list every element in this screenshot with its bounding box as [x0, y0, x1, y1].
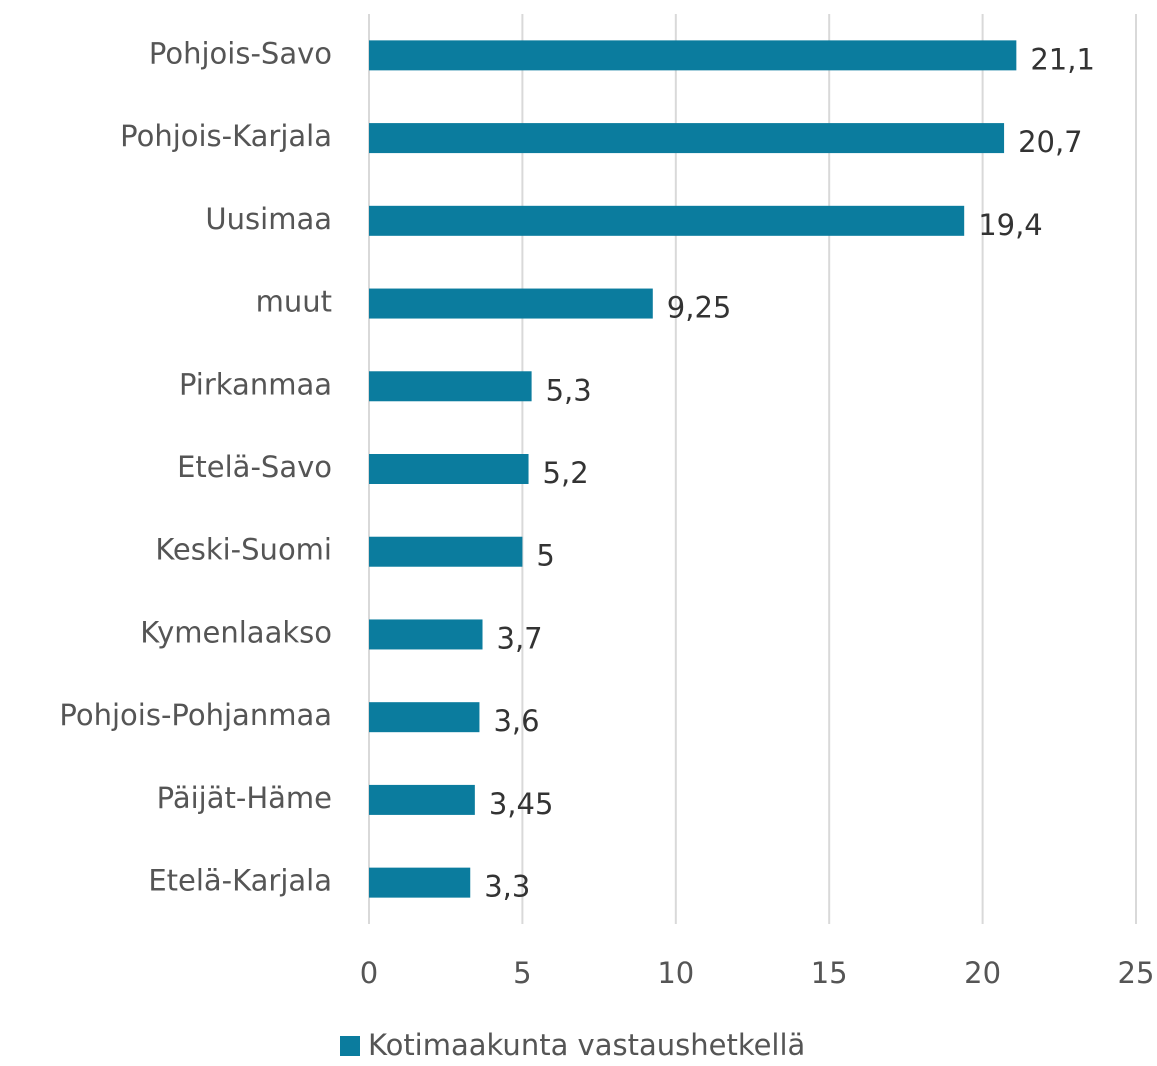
y-tick-label: Päijät-Häme — [157, 781, 332, 815]
value-label: 3,3 — [484, 870, 530, 904]
bar — [369, 288, 653, 319]
bar — [369, 619, 483, 650]
bar — [369, 867, 471, 898]
value-label: 19,4 — [978, 208, 1043, 242]
y-tick-label: Pirkanmaa — [179, 367, 332, 401]
bar — [369, 40, 1017, 71]
y-tick-label: muut — [256, 285, 332, 319]
y-tick-label: Kymenlaakso — [140, 615, 332, 649]
bar — [369, 784, 475, 815]
value-label: 5,3 — [546, 373, 592, 407]
y-tick-label: Pohjois-Karjala — [120, 119, 332, 153]
y-tick-label: Etelä-Karjala — [148, 864, 332, 898]
value-label: 9,25 — [667, 291, 732, 325]
bar — [369, 536, 523, 567]
x-tick-label: 25 — [1118, 956, 1155, 990]
x-tick-label: 5 — [513, 956, 531, 990]
legend-swatch — [340, 1036, 360, 1056]
value-label: 20,7 — [1018, 125, 1083, 159]
x-tick-label: 15 — [811, 956, 848, 990]
bar — [369, 454, 529, 484]
x-tick-label: 20 — [964, 956, 1001, 990]
x-tick-label: 0 — [360, 956, 378, 990]
x-tick-label: 10 — [657, 956, 694, 990]
value-label: 5,2 — [543, 456, 589, 490]
y-tick-label: Uusimaa — [205, 202, 332, 236]
bar — [369, 702, 480, 733]
legend-label: Kotimaakunta vastaushetkellä — [368, 1028, 805, 1062]
value-label: 5 — [536, 539, 554, 573]
value-label: 3,45 — [489, 787, 554, 821]
value-label: 3,7 — [497, 621, 543, 655]
bar — [369, 371, 532, 402]
y-tick-label: Pohjois-Pohjanmaa — [59, 698, 332, 732]
value-label: 21,1 — [1030, 42, 1095, 76]
bar — [369, 123, 1005, 154]
value-label: 3,6 — [493, 704, 539, 738]
y-tick-label: Keski-Suomi — [155, 533, 332, 567]
y-tick-label: Pohjois-Savo — [149, 36, 332, 70]
y-tick-label: Etelä-Savo — [177, 450, 332, 484]
bar — [369, 205, 965, 236]
